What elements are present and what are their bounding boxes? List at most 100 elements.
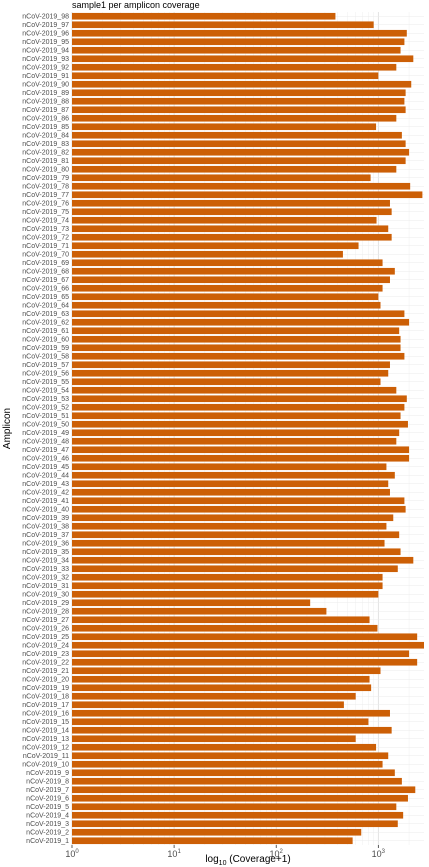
- y-tick-label: nCoV-2019_97: [22, 22, 69, 29]
- y-tick-label: nCoV-2019_95: [22, 39, 69, 46]
- y-tick-label: nCoV-2019_44: [22, 473, 69, 480]
- y-tick-label: nCoV-2019_67: [22, 277, 69, 284]
- chart-title: sample1 per amplicon coverage: [72, 0, 200, 10]
- bar-nCoV-2019_81: [72, 157, 406, 165]
- x-tick-label: 101: [167, 849, 181, 859]
- y-tick-label: nCoV-2019_35: [22, 549, 69, 556]
- y-tick-label: nCoV-2019_3: [26, 821, 69, 828]
- y-tick-label: nCoV-2019_49: [22, 430, 69, 437]
- bar-nCoV-2019_1: [72, 837, 353, 845]
- y-tick-label: nCoV-2019_59: [22, 345, 69, 352]
- bar-nCoV-2019_29: [72, 599, 311, 607]
- bar-nCoV-2019_42: [72, 488, 390, 496]
- bar-nCoV-2019_26: [72, 624, 378, 632]
- y-tick-label: nCoV-2019_70: [22, 252, 69, 259]
- y-tick-label: nCoV-2019_39: [22, 515, 69, 522]
- y-tick-label: nCoV-2019_38: [22, 524, 69, 531]
- y-tick-label: nCoV-2019_13: [22, 736, 69, 743]
- y-tick-label: nCoV-2019_30: [22, 592, 69, 599]
- y-tick-label: nCoV-2019_46: [22, 456, 69, 463]
- y-tick-label: nCoV-2019_11: [23, 753, 69, 760]
- bar-nCoV-2019_53: [72, 395, 407, 403]
- bar-nCoV-2019_38: [72, 522, 387, 530]
- bar-nCoV-2019_97: [72, 21, 374, 29]
- y-tick-label: nCoV-2019_10: [22, 762, 69, 769]
- y-tick-label: nCoV-2019_66: [22, 286, 69, 293]
- y-tick-label: nCoV-2019_60: [22, 337, 69, 344]
- y-tick-label: nCoV-2019_8: [26, 779, 69, 786]
- x-tick-label: 103: [372, 849, 386, 859]
- y-tick-label: nCoV-2019_69: [22, 260, 69, 267]
- bar-nCoV-2019_74: [72, 216, 377, 224]
- y-tick-label: nCoV-2019_91: [22, 73, 69, 80]
- y-tick-label: nCoV-2019_65: [22, 294, 69, 301]
- bar-nCoV-2019_72: [72, 233, 392, 241]
- y-tick-label: nCoV-2019_57: [22, 362, 69, 369]
- bar-nCoV-2019_96: [72, 29, 407, 37]
- y-tick-label: nCoV-2019_71: [22, 243, 69, 250]
- y-tick-label: nCoV-2019_82: [22, 150, 69, 157]
- y-tick-label: nCoV-2019_52: [22, 405, 69, 412]
- bar-nCoV-2019_41: [72, 497, 405, 505]
- y-tick-label: nCoV-2019_92: [22, 65, 69, 72]
- y-tick-label: nCoV-2019_27: [22, 617, 69, 624]
- bar-nCoV-2019_85: [72, 123, 377, 131]
- y-tick-label: nCoV-2019_12: [22, 745, 69, 752]
- bar-nCoV-2019_52: [72, 403, 405, 411]
- bar-nCoV-2019_59: [72, 344, 401, 352]
- y-tick-label: nCoV-2019_85: [22, 124, 69, 131]
- bar-nCoV-2019_7: [72, 786, 416, 794]
- bar-nCoV-2019_60: [72, 335, 401, 343]
- bar-nCoV-2019_6: [72, 794, 408, 802]
- bar-nCoV-2019_10: [72, 760, 383, 768]
- y-tick-label: nCoV-2019_24: [22, 643, 69, 650]
- bars: [72, 12, 424, 845]
- bar-nCoV-2019_37: [72, 531, 400, 539]
- bar-nCoV-2019_78: [72, 182, 411, 190]
- y-tick-label: nCoV-2019_9: [26, 770, 69, 777]
- bar-nCoV-2019_11: [72, 752, 389, 760]
- y-tick-label: nCoV-2019_72: [22, 235, 69, 242]
- bar-nCoV-2019_91: [72, 72, 379, 80]
- bar-nCoV-2019_44: [72, 471, 395, 479]
- bar-nCoV-2019_89: [72, 89, 406, 97]
- bar-nCoV-2019_27: [72, 616, 370, 624]
- bar-nCoV-2019_49: [72, 429, 400, 437]
- bar-nCoV-2019_58: [72, 352, 405, 360]
- bar-nCoV-2019_75: [72, 208, 392, 216]
- y-tick-label: nCoV-2019_80: [22, 167, 69, 174]
- bar-nCoV-2019_35: [72, 548, 401, 556]
- bar-nCoV-2019_5: [72, 803, 397, 811]
- y-tick-label: nCoV-2019_84: [22, 133, 69, 140]
- y-tick-label: nCoV-2019_43: [22, 481, 69, 488]
- y-tick-label: nCoV-2019_16: [22, 711, 69, 718]
- y-tick-label: nCoV-2019_18: [22, 694, 69, 701]
- y-tick-label: nCoV-2019_96: [22, 31, 69, 38]
- y-tick-label: nCoV-2019_20: [22, 677, 69, 684]
- bar-nCoV-2019_32: [72, 573, 383, 581]
- bar-nCoV-2019_86: [72, 114, 397, 122]
- bar-nCoV-2019_77: [72, 191, 423, 199]
- y-tick-label: nCoV-2019_17: [22, 702, 69, 709]
- y-tick-label: nCoV-2019_48: [22, 439, 69, 446]
- bar-nCoV-2019_71: [72, 242, 359, 250]
- bar-nCoV-2019_20: [72, 675, 370, 683]
- bar-nCoV-2019_19: [72, 684, 372, 692]
- bar-nCoV-2019_15: [72, 718, 369, 726]
- y-tick-label: nCoV-2019_53: [22, 396, 69, 403]
- y-tick-label: nCoV-2019_74: [22, 218, 69, 225]
- y-tick-label: nCoV-2019_56: [22, 371, 69, 378]
- bar-nCoV-2019_40: [72, 505, 406, 513]
- bar-nCoV-2019_65: [72, 293, 379, 301]
- y-tick-label: nCoV-2019_6: [26, 796, 69, 803]
- y-tick-label: nCoV-2019_73: [22, 226, 69, 233]
- bar-nCoV-2019_57: [72, 361, 390, 369]
- y-tick-label: nCoV-2019_93: [22, 56, 69, 63]
- y-tick-label: nCoV-2019_50: [22, 422, 69, 429]
- bar-nCoV-2019_12: [72, 743, 377, 751]
- bar-nCoV-2019_82: [72, 148, 410, 156]
- bar-nCoV-2019_31: [72, 582, 383, 590]
- y-tick-label: nCoV-2019_37: [22, 532, 69, 539]
- y-tick-label: nCoV-2019_98: [22, 14, 69, 21]
